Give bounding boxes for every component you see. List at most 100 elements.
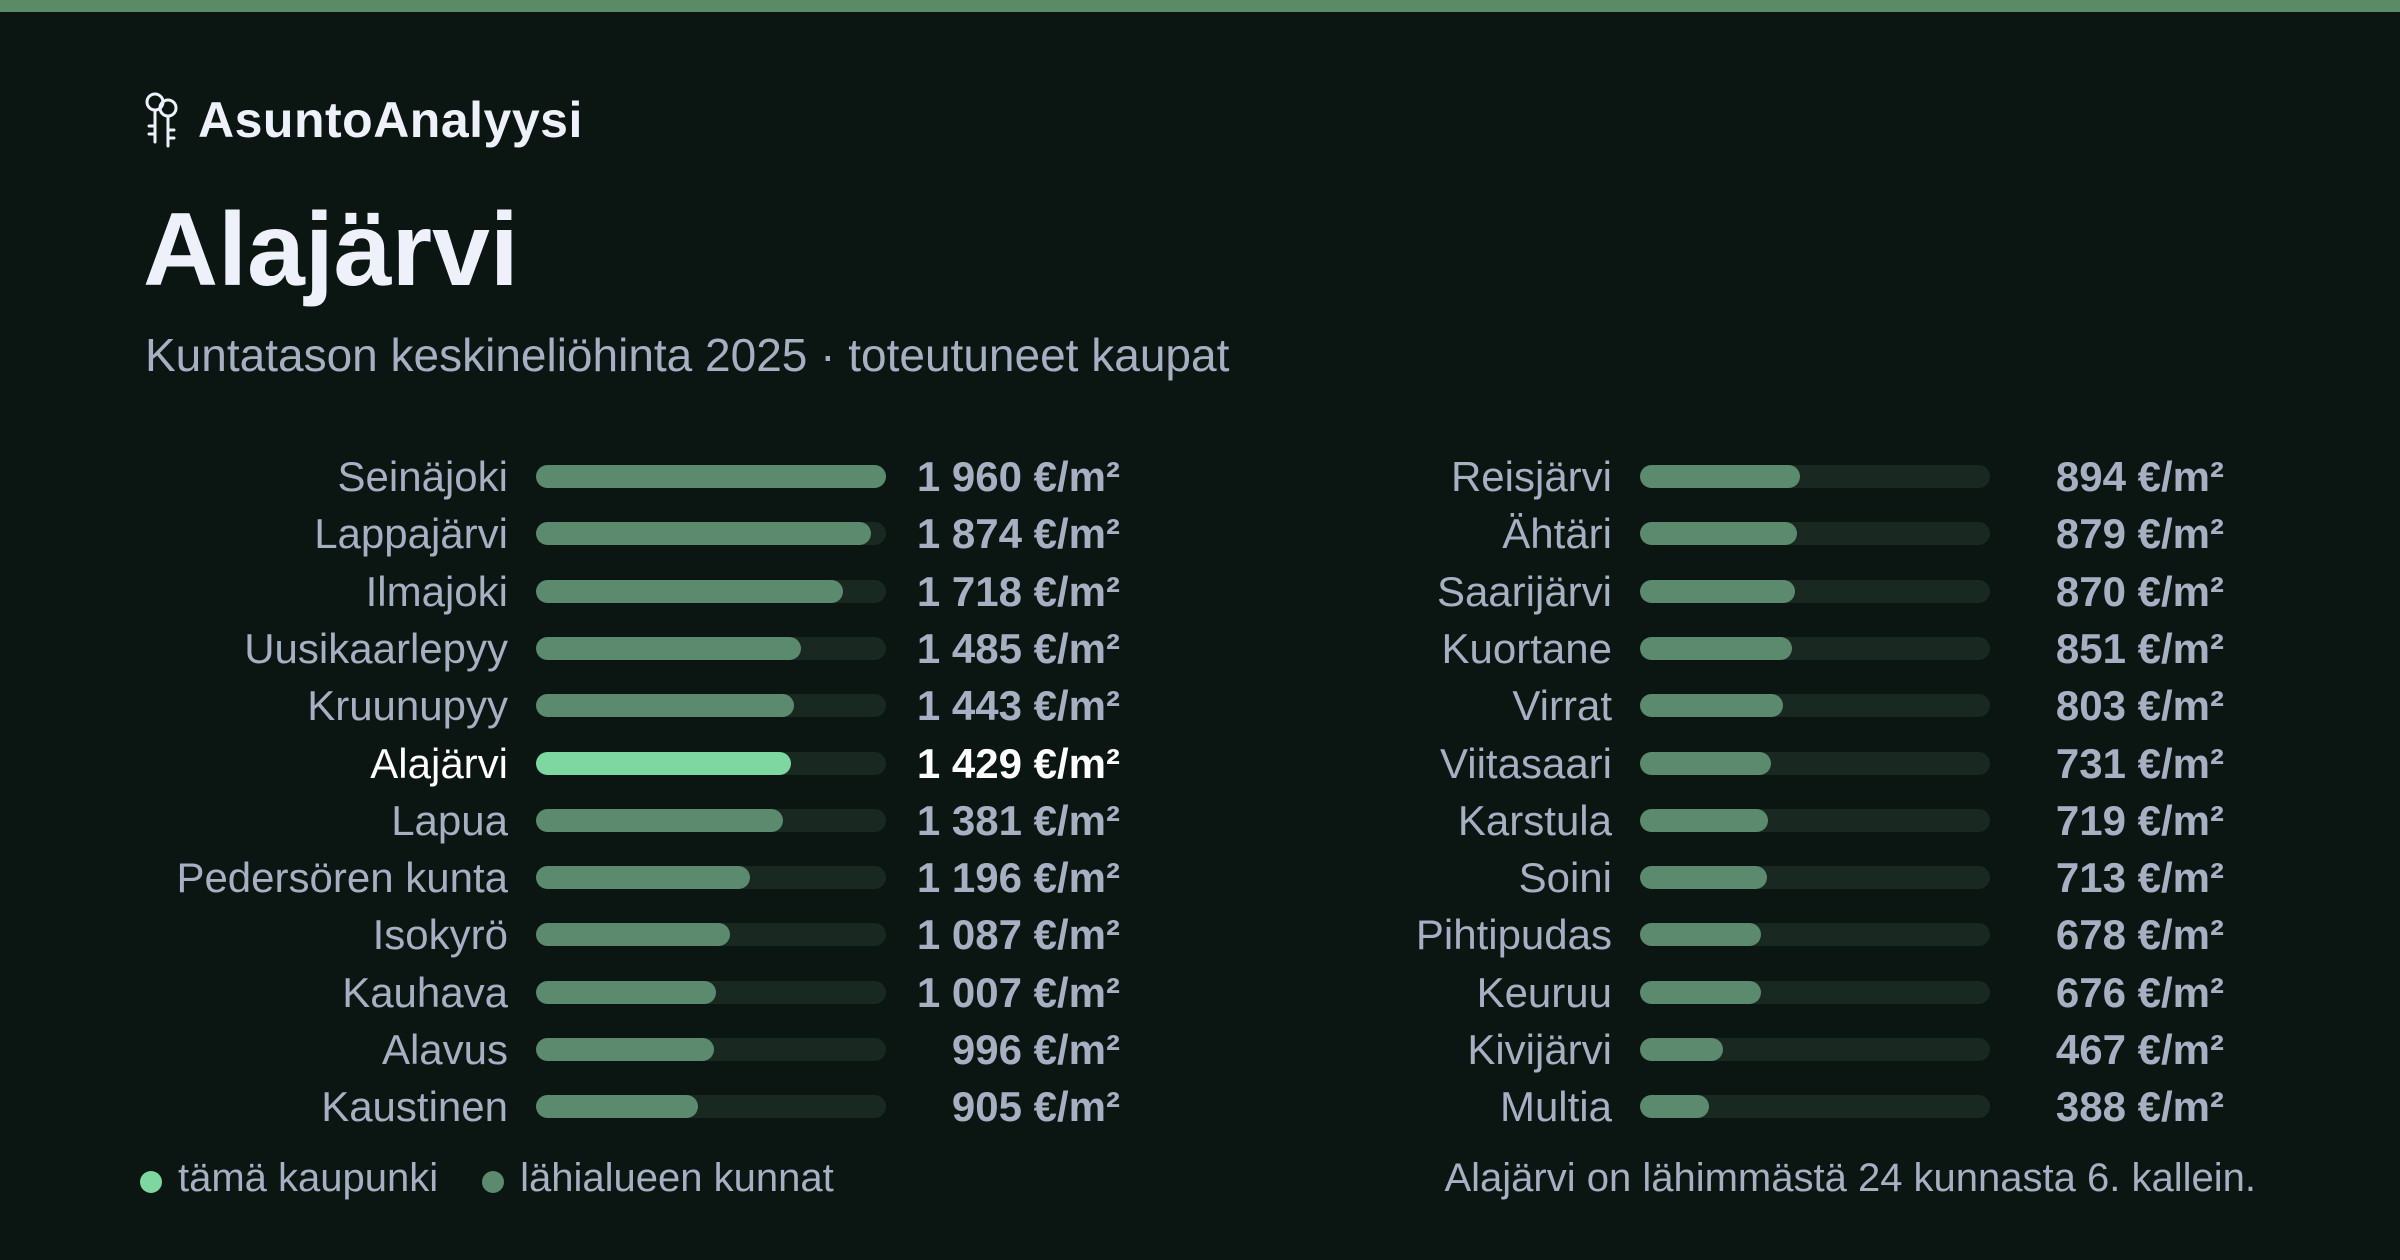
bar-track — [1640, 866, 1990, 890]
bar-row: Kuortane 851 €/m² — [1104, 620, 2224, 677]
bar-fill — [1640, 923, 1762, 947]
bar-row: Saarijärvi 870 €/m² — [1104, 563, 2224, 620]
ranking-footnote: Alajärvi on lähimmästä 24 kunnasta 6. ka… — [1444, 1156, 2256, 1200]
bar-track — [1640, 636, 1990, 660]
bar-value-label: 388 €/m² — [2055, 1083, 2224, 1131]
bar-label: Multia — [1499, 1083, 1612, 1131]
bar-value-label: 1 429 €/m² — [916, 739, 1120, 787]
brand-name: AsuntoAnalyysi — [198, 92, 583, 148]
bar-row: Viitasaari 731 €/m² — [1104, 735, 2224, 792]
bar-row: Kauhava 1 007 €/m² — [0, 964, 1120, 1021]
bar-row: Pedersören kunta 1 196 €/m² — [0, 849, 1120, 906]
bar-value-label: 731 €/m² — [2055, 739, 2224, 787]
bar-value-label: 870 €/m² — [2055, 567, 2224, 615]
bar-label: Kauhava — [342, 968, 508, 1016]
bar-label: Pihtipudas — [1415, 911, 1612, 959]
bar-value-label: 1 007 €/m² — [916, 968, 1120, 1016]
bar-label: Reisjärvi — [1450, 453, 1612, 500]
bar-label: Viitasaari — [1440, 739, 1612, 787]
legend-label-neighbors: lähialueen kunnat — [520, 1155, 834, 1200]
bar-fill — [1640, 694, 1784, 718]
bar-value-label: 467 €/m² — [2055, 1026, 2224, 1073]
bar-label: Karstula — [1457, 796, 1612, 844]
legend-item-this-city: tämä kaupunki — [140, 1156, 438, 1201]
bar-label: Soini — [1518, 854, 1612, 902]
bar-track — [536, 522, 886, 546]
bar-row: Pihtipudas 678 €/m² — [1104, 906, 2224, 963]
bar-label: Kivijärvi — [1467, 1026, 1612, 1073]
bar-track — [536, 751, 886, 775]
bar-label: Ilmajoki — [365, 567, 508, 615]
bar-row: Multia 388 €/m² — [1104, 1078, 2224, 1135]
bar-value-label: 719 €/m² — [2055, 796, 2224, 844]
bar-value-label: 1 960 €/m² — [916, 453, 1120, 500]
bar-row: Lappajärvi 1 874 €/m² — [0, 505, 1120, 562]
bar-track — [536, 1038, 886, 1061]
bar-label: Uusikaarlepyy — [244, 624, 508, 672]
bar-fill — [1640, 751, 1771, 775]
bar-row: Lapua 1 381 €/m² — [0, 792, 1120, 849]
bar-value-label: 905 €/m² — [951, 1083, 1120, 1131]
legend-dot-highlight — [140, 1171, 162, 1193]
bar-fill — [536, 923, 731, 947]
bar-label: Kaustinen — [321, 1083, 508, 1131]
bar-fill — [536, 866, 750, 890]
bar-track — [536, 923, 886, 947]
bar-row: Ähtäri 879 €/m² — [1104, 505, 2224, 562]
bar-value-label: 1 087 €/m² — [916, 911, 1120, 959]
page-subtitle: Kuntatason keskineliöhinta 2025 · toteut… — [145, 329, 1230, 381]
bar-label: Keuruu — [1476, 968, 1612, 1016]
bar-track — [1640, 694, 1990, 718]
legend-item-neighbors: lähialueen kunnat — [482, 1156, 834, 1201]
keys-icon — [145, 92, 178, 148]
bar-value-label: 1 485 €/m² — [916, 624, 1120, 672]
bar-row: Kivijärvi 467 €/m² — [1104, 1021, 2224, 1078]
bar-value-label: 803 €/m² — [2055, 682, 2224, 730]
bar-row: Uusikaarlepyy 1 485 €/m² — [0, 620, 1120, 677]
top-accent-bar — [0, 0, 2400, 12]
bar-label: Virrat — [1512, 682, 1612, 730]
bar-track — [536, 636, 886, 660]
bar-row: Alajärvi 1 429 €/m² — [0, 735, 1120, 792]
bar-fill — [1640, 579, 1796, 603]
bar-fill — [1640, 866, 1768, 890]
bar-row: Keuruu 676 €/m² — [1104, 964, 2224, 1021]
bar-track — [536, 694, 886, 718]
bar-track — [536, 465, 886, 488]
bar-value-label: 1 381 €/m² — [916, 796, 1120, 844]
bar-label: Alavus — [381, 1026, 508, 1073]
bar-label: Pedersören kunta — [176, 854, 508, 902]
bar-fill — [536, 636, 802, 660]
bar-track — [1640, 1038, 1990, 1061]
bar-track — [1640, 923, 1990, 947]
bar-row: Ilmajoki 1 718 €/m² — [0, 563, 1120, 620]
bar-fill — [536, 980, 716, 1004]
bar-value-label: 879 €/m² — [2055, 510, 2224, 558]
brand: AsuntoAnalyysi — [140, 88, 583, 152]
bar-fill — [536, 694, 794, 718]
bar-label: Lappajärvi — [314, 510, 508, 558]
bar-fill — [536, 1095, 698, 1119]
bar-value-label: 1 443 €/m² — [916, 682, 1120, 730]
bar-fill — [1640, 808, 1769, 832]
bar-value-label: 713 €/m² — [2055, 854, 2224, 902]
bar-row: Isokyrö 1 087 €/m² — [0, 906, 1120, 963]
bar-fill — [536, 522, 871, 546]
bar-row: Virrat 803 €/m² — [1104, 677, 2224, 734]
bar-track — [1640, 808, 1990, 832]
bar-value-label: 676 €/m² — [2055, 968, 2224, 1016]
bar-fill — [536, 751, 792, 775]
bar-value-label: 1 196 €/m² — [916, 854, 1120, 902]
bar-row: Soini 713 €/m² — [1104, 849, 2224, 906]
bar-fill — [1640, 1095, 1710, 1119]
bar-label: Alajärvi — [370, 739, 508, 787]
bar-label: Ähtäri — [1502, 510, 1612, 558]
bar-fill — [536, 808, 783, 832]
bar-track — [1640, 980, 1990, 1004]
bar-row: Reisjärvi 894 €/m² — [1104, 448, 2224, 505]
bar-value-label: 996 €/m² — [951, 1026, 1120, 1073]
bar-track — [1640, 751, 1990, 775]
page-title: Alajärvi — [143, 192, 519, 308]
bar-track — [536, 808, 886, 832]
bar-track — [1640, 522, 1990, 546]
